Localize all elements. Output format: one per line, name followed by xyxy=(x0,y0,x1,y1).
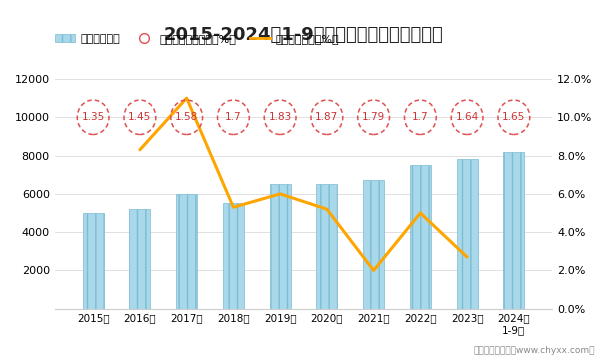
Text: 1.87: 1.87 xyxy=(315,112,339,122)
Text: 1.45: 1.45 xyxy=(128,112,152,122)
Text: 1.83: 1.83 xyxy=(268,112,292,122)
Bar xyxy=(223,204,244,309)
Bar xyxy=(176,194,197,309)
Bar xyxy=(503,152,524,309)
Text: 1.65: 1.65 xyxy=(502,112,526,122)
Bar xyxy=(363,181,384,309)
Text: 1.64: 1.64 xyxy=(455,112,479,122)
Bar xyxy=(270,184,291,309)
Bar xyxy=(83,213,104,309)
Text: 1.7: 1.7 xyxy=(225,112,242,122)
Text: 1.7: 1.7 xyxy=(412,112,429,122)
Bar xyxy=(456,159,478,309)
Text: 1.58: 1.58 xyxy=(175,112,198,122)
Text: 1.79: 1.79 xyxy=(362,112,385,122)
Legend: 企业数（个）, 占全国企业数比重（%）, 企业同比增速（%）: 企业数（个）, 占全国企业数比重（%）, 企业同比增速（%） xyxy=(55,34,339,44)
Title: 2015-2024年1-9月陕西省工业企业数统计图: 2015-2024年1-9月陕西省工业企业数统计图 xyxy=(164,26,443,44)
Bar xyxy=(129,209,151,309)
Bar xyxy=(316,184,337,309)
Text: 1.35: 1.35 xyxy=(81,112,105,122)
Bar xyxy=(410,165,431,309)
Text: 制图：智研咨询（www.chyxx.com）: 制图：智研咨询（www.chyxx.com） xyxy=(473,346,595,355)
